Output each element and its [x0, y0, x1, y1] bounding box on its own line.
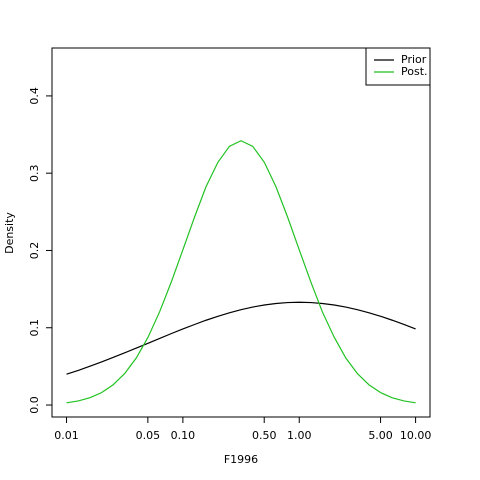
y-tick-label: 0.1: [28, 319, 41, 337]
y-tick-label: 0.3: [28, 164, 41, 182]
legend-box: [365, 47, 431, 86]
x-tick-label: 0.01: [54, 429, 79, 442]
x-tick-label: 0.10: [171, 429, 196, 442]
legend-label: Prior: [401, 53, 427, 66]
y-tick-label: 0.0: [28, 396, 41, 414]
x-axis-label: F1996: [224, 453, 258, 466]
series-line: [66, 140, 416, 404]
x-tick-label: 0.05: [136, 429, 161, 442]
y-tick-label: 0.4: [28, 87, 41, 105]
x-tick-label: 1.00: [287, 429, 312, 442]
y-axis-label: Density: [3, 212, 16, 254]
series-line: [66, 301, 416, 375]
plot-frame: [51, 47, 431, 418]
x-tick-label: 0.50: [252, 429, 277, 442]
x-tick-label: 10.00: [400, 429, 432, 442]
x-tick-label: 5.00: [368, 429, 393, 442]
legend-label: Post.: [401, 65, 428, 78]
y-tick-label: 0.2: [28, 242, 41, 260]
